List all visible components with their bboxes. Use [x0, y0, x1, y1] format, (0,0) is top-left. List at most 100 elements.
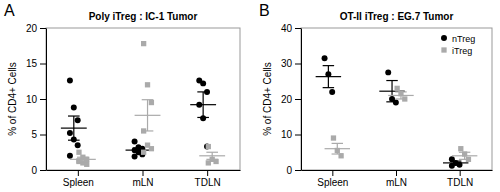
- error-cap: [323, 65, 334, 66]
- error-bar: [332, 143, 343, 154]
- x-tick: mLN: [386, 170, 407, 188]
- y-tick-mark: [295, 170, 301, 171]
- error-cap: [197, 91, 209, 92]
- point: [141, 41, 146, 46]
- error-stem: [391, 81, 392, 102]
- error-cap: [459, 152, 470, 153]
- legend-marker: [441, 35, 447, 41]
- y-tick-label: 10: [26, 94, 38, 105]
- legend-marker: [441, 47, 446, 52]
- point: [145, 82, 150, 87]
- error-cap: [206, 152, 218, 153]
- plot-frame: [46, 28, 240, 170]
- y-tick-mark: [40, 135, 46, 136]
- panel: APoly iTreg : IC-1 Tumor% of CD4+ Cells0…: [4, 2, 241, 188]
- error-cap: [450, 164, 461, 165]
- point: [71, 105, 77, 111]
- x-tick-label: TDLN: [195, 177, 221, 188]
- y-tick: 5: [31, 129, 46, 140]
- error-cap: [395, 98, 406, 99]
- y-tick-mark: [295, 28, 301, 29]
- y-tick-mark: [40, 99, 46, 100]
- figure: A Poly iTreg : IC-1 Tumor % of CD4+ Cells 0…: [0, 0, 500, 192]
- error-cap: [68, 115, 80, 116]
- y-tick: 20: [281, 94, 301, 105]
- x-tick-mark: [396, 170, 397, 176]
- error-cap: [77, 161, 89, 162]
- error-cap: [332, 153, 343, 154]
- error-stem: [212, 152, 213, 159]
- point: [394, 86, 399, 91]
- error-stem: [328, 66, 329, 88]
- y-tick-label: 0: [286, 165, 292, 176]
- point: [449, 163, 455, 169]
- y-axis-title: % of CD4+ Cells: [262, 62, 273, 136]
- error-stem: [464, 152, 465, 159]
- plot-frame: [301, 28, 492, 170]
- point: [206, 160, 211, 165]
- x-tick-mark: [332, 170, 333, 176]
- error-bar: [395, 92, 406, 99]
- x-tick: TDLN: [447, 170, 473, 188]
- y-tick: 10: [281, 129, 301, 140]
- error-bar: [459, 152, 470, 159]
- point: [76, 150, 81, 155]
- error-stem: [138, 148, 139, 152]
- x-tick-mark: [460, 170, 461, 176]
- error-stem: [203, 92, 204, 118]
- y-tick: 0: [31, 165, 46, 176]
- x-tick-mark: [78, 170, 79, 176]
- x-tick: mLN: [132, 170, 153, 188]
- y-axis-line: [301, 29, 302, 171]
- error-stem: [400, 92, 401, 99]
- point: [322, 55, 328, 61]
- point: [75, 117, 81, 123]
- y-tick: 10: [26, 94, 46, 105]
- y-tick-label: 20: [281, 94, 293, 105]
- x-axis: Spleen mLN TDLN: [302, 170, 493, 188]
- y-axis: 0 10 20 30 40: [281, 23, 302, 176]
- title: Poly iTreg : IC-1 Tumor: [89, 11, 198, 22]
- y-tick: 0: [286, 165, 301, 176]
- error-bar: [450, 161, 461, 165]
- panel-label: B: [259, 2, 270, 19]
- y-tick: 30: [281, 58, 301, 69]
- y-tick-mark: [295, 64, 301, 65]
- y-tick: 20: [26, 23, 46, 34]
- x-tick-mark: [143, 170, 144, 176]
- error-bar: [323, 66, 334, 88]
- x-tick-label: Spleen: [63, 177, 94, 188]
- y-tick-mark: [40, 64, 46, 65]
- point: [67, 130, 73, 136]
- point: [329, 89, 335, 95]
- error-cap: [386, 80, 397, 81]
- y-tick-label: 15: [26, 58, 38, 69]
- y-axis-line: [46, 29, 47, 171]
- marks: [61, 41, 225, 167]
- y-tick-label: 5: [31, 129, 37, 140]
- legend: nTregiTreg: [441, 34, 475, 56]
- panel: B OT-II iTreg : EG.7 Tumor % of CD4+ Cells…: [259, 2, 493, 188]
- point: [84, 162, 89, 167]
- y-tick: 40: [281, 23, 301, 34]
- error-bar: [206, 152, 218, 159]
- x-axis: Spleen mLN TDLN: [47, 170, 241, 188]
- error-cap: [332, 143, 343, 144]
- point: [200, 80, 206, 86]
- error-stem: [337, 143, 338, 154]
- error-cap: [142, 99, 154, 100]
- point: [75, 142, 81, 148]
- point: [204, 144, 210, 150]
- point: [149, 146, 154, 151]
- error-bar: [142, 100, 154, 131]
- error-cap: [323, 87, 334, 88]
- y-tick-label: 40: [281, 23, 293, 34]
- title: OT-II iTreg : EG.7 Tumor: [340, 11, 454, 22]
- panel-label: A: [4, 2, 15, 19]
- point: [132, 139, 138, 145]
- error-bar: [197, 92, 209, 118]
- x-tick-label: Spleen: [317, 177, 348, 188]
- y-tick-label: 0: [31, 165, 37, 176]
- point: [149, 100, 154, 105]
- error-stem: [73, 116, 74, 140]
